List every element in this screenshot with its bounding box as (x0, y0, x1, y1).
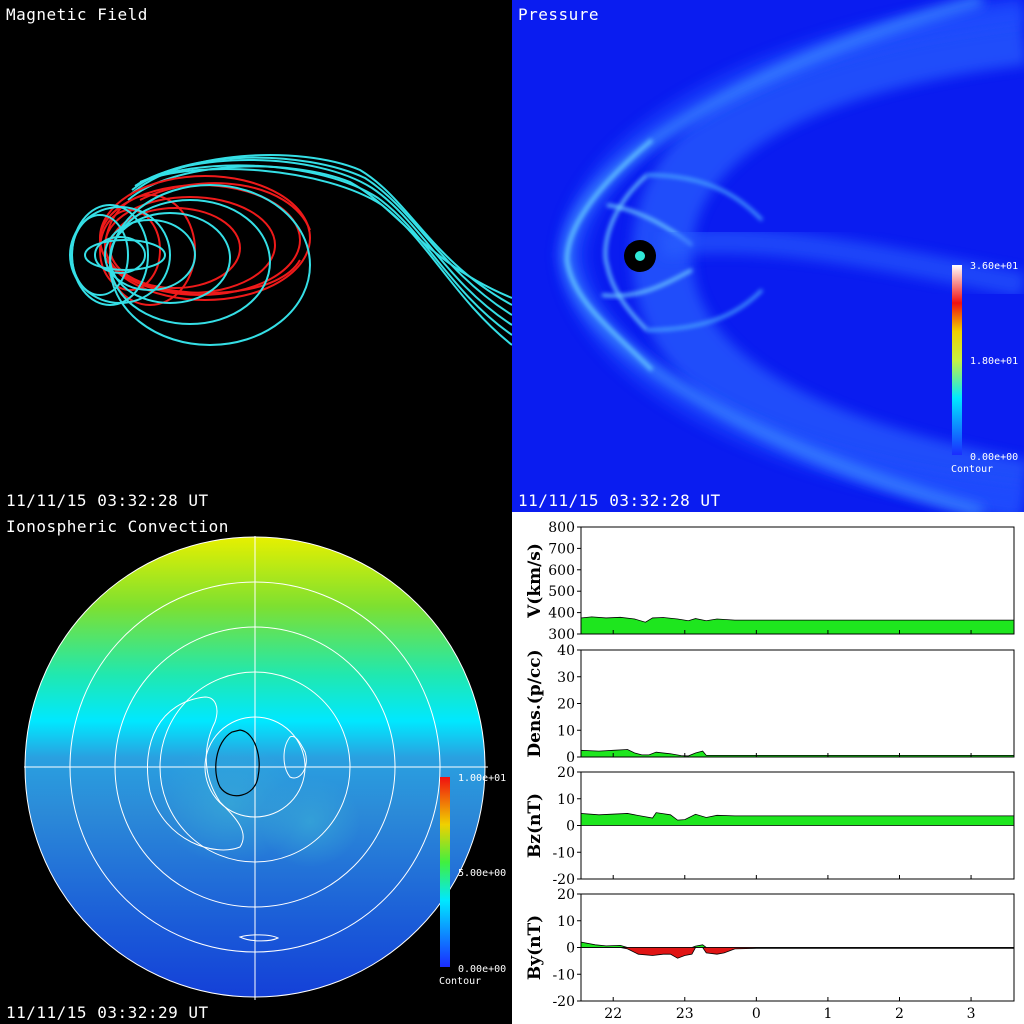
magnetic-field-timestamp: 11/11/15 03:32:28 UT (6, 491, 209, 510)
series-area-negative-3 (581, 947, 1015, 959)
solar-wind-timeseries-chart: 300400500600700800V(km/s)010203040Dens.(… (525, 520, 1015, 1022)
plot-frame-0 (580, 526, 1015, 635)
pressure-colorbar-max: 3.60e+01 (970, 261, 1018, 272)
ionospheric-colorbar-max: 1.00e+01 (458, 773, 506, 784)
x-tick-label-0: 22 (604, 1006, 622, 1022)
y-tick-label-3-0: -20 (552, 994, 575, 1010)
y-tick-label-1-2: 20 (557, 697, 575, 713)
y-tick-label-1-0: 0 (566, 750, 575, 766)
magnetic-field-panel: Magnetic Field 11/11/15 03:32:28 UT (0, 0, 512, 512)
magnetic-field-lines (69, 154, 512, 346)
y-tick-label-3-2: 0 (566, 941, 575, 957)
y-axis-label-0: V(km/s) (525, 543, 545, 619)
solar-wind-timeseries-panel: 300 400 500 600 700 800 V(km/s) 0 10 20 30 40 Dens.(… (512, 512, 1024, 1024)
y-axis-label-2: Bz(nT) (525, 793, 545, 858)
y-tick-label-0-3: 600 (548, 563, 575, 579)
y-tick-label-0-1: 400 (548, 606, 575, 622)
x-tick-label-4: 2 (895, 1006, 904, 1022)
pressure-colorbar (952, 265, 962, 455)
pressure-colorbar-mid: 1.80e+01 (970, 356, 1018, 367)
series-area-positive-1 (580, 749, 1015, 758)
series-area-positive-2 (580, 812, 1015, 826)
x-tick-label-1: 23 (676, 1006, 694, 1022)
ionospheric-timestamp: 11/11/15 03:32:29 UT (6, 1003, 209, 1022)
y-tick-label-2-3: 10 (557, 792, 575, 808)
y-tick-label-1-4: 40 (557, 643, 575, 659)
x-tick-label-5: 3 (967, 1006, 976, 1022)
ionospheric-colorbar (440, 777, 450, 967)
y-tick-label-2-1: -10 (552, 845, 575, 861)
magnetic-field-title: Magnetic Field (6, 5, 148, 24)
pressure-timestamp: 11/11/15 03:32:28 UT (518, 491, 721, 510)
ionospheric-colorbar-mid: 5.00e+00 (458, 868, 506, 879)
y-tick-label-3-4: 20 (557, 887, 575, 903)
y-tick-label-0-5: 800 (548, 520, 575, 536)
pressure-colorbar-caption: Contour (951, 464, 993, 475)
y-tick-label-0-2: 500 (548, 584, 575, 600)
plot-frame-1 (580, 649, 1015, 758)
y-tick-label-1-1: 10 (557, 723, 575, 739)
y-tick-label-0-0: 300 (548, 627, 575, 643)
series-area-positive-3 (580, 941, 1014, 948)
x-tick-label-2: 0 (752, 1006, 761, 1022)
y-axis-label-1: Dens.(p/cc) (525, 649, 545, 757)
y-tick-label-0-4: 700 (548, 541, 575, 557)
pressure-panel: 3.60e+01 1.80e+01 0.00e+00 Contour Press… (512, 0, 1024, 512)
pressure-title: Pressure (518, 5, 600, 24)
ionospheric-colorbar-caption: Contour (439, 976, 481, 987)
y-tick-label-2-2: 0 (566, 819, 575, 835)
series-area-positive-0 (580, 616, 1015, 635)
y-tick-label-2-4: 20 (557, 765, 575, 781)
y-tick-label-3-3: 10 (557, 914, 575, 930)
x-tick-label-3: 1 (823, 1006, 832, 1022)
ionospheric-plot: 1.00e+01 5.00e+00 0.00e+00 Contour (24, 536, 506, 1000)
y-tick-label-1-3: 30 (557, 670, 575, 686)
y-tick-label-3-1: -10 (552, 967, 575, 983)
ionospheric-title: Ionospheric Convection (6, 517, 229, 536)
y-tick-label-2-0: -20 (552, 872, 575, 888)
y-axis-label-3: By(nT) (525, 915, 545, 980)
pressure-colorbar-min: 0.00e+00 (970, 452, 1018, 463)
pressure-plot: 3.60e+01 1.80e+01 0.00e+00 Contour (556, 0, 1024, 512)
ionospheric-convection-panel: 1.00e+01 5.00e+00 0.00e+00 Contour Ionos… (0, 512, 512, 1024)
ionospheric-colorbar-min: 0.00e+00 (458, 964, 506, 975)
